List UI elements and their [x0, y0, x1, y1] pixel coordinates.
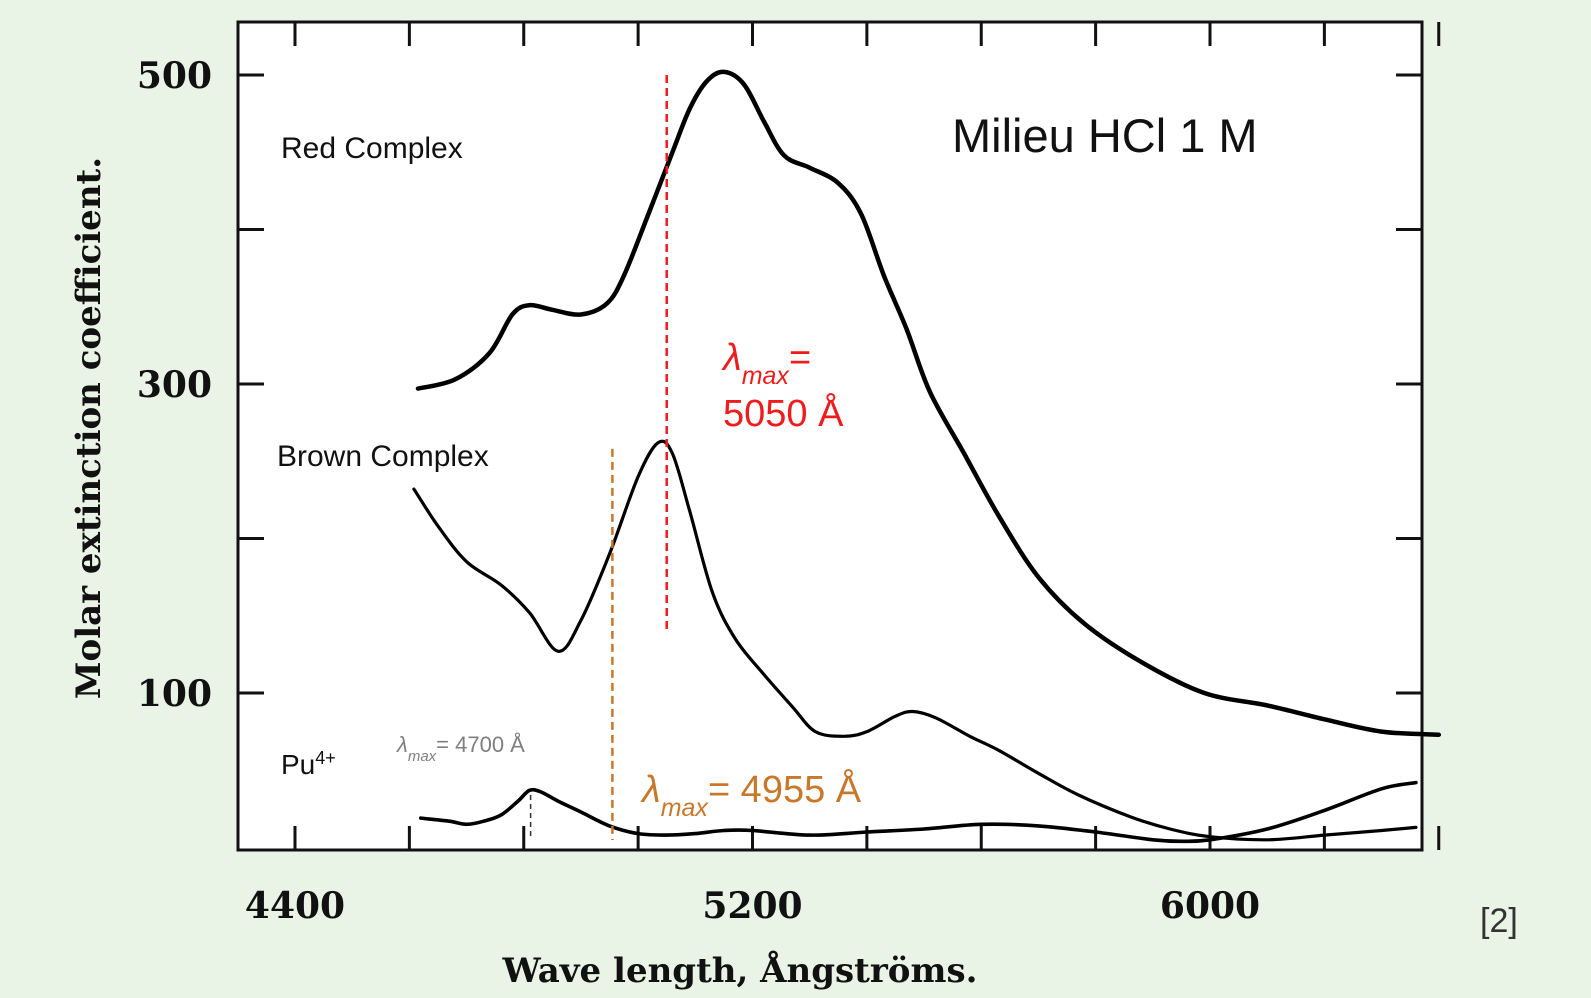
series-label-pu4: Pu4+ [281, 748, 336, 780]
y-tick-label: 100 [137, 673, 212, 715]
lambda-max-markers [529, 75, 668, 840]
spectrum-curves [412, 69, 1442, 844]
series-label-red-complex: Red Complex [281, 132, 463, 165]
medium-label: Milieu HCl 1 M [952, 109, 1258, 162]
y-axis-label: Molar extinction coefficient. [69, 157, 109, 699]
lambda-eq: = [789, 337, 811, 379]
lambda-max-red-value: 5050 Å [723, 391, 844, 435]
axis-tick-labels: 4400 5200 6000 100 300 500 [137, 55, 1260, 927]
series-label-brown-complex: Brown Complex [277, 440, 489, 473]
curve-pu4 [419, 780, 1418, 844]
y-tick-label: 300 [137, 364, 212, 406]
x-axis-label: Wave length, Ångströms. [502, 950, 978, 991]
lambda-symbol: λ [396, 732, 408, 757]
lambda-symbol: λ [640, 769, 661, 811]
lambda-eq: = 4700 Å [436, 732, 525, 757]
lambda-sub: max [408, 748, 437, 765]
lambda-symbol: λ [721, 337, 742, 379]
x-tick-label: 5200 [702, 885, 802, 927]
pu-superscript: 4+ [315, 748, 336, 768]
curve-brown-complex [412, 439, 1418, 842]
x-tick-label: 6000 [1160, 885, 1260, 927]
lambda-max-red-label: λmax= [721, 337, 811, 390]
lambda-sub: max [661, 794, 710, 822]
lambda-sub: max [742, 362, 791, 390]
x-tick-label: 4400 [245, 885, 345, 927]
lambda-max-brown-label: λmax= 4955 Å [640, 767, 862, 822]
lambda-max-pu-label: λmax= 4700 Å [396, 732, 525, 765]
pu-base-text: Pu [281, 749, 315, 780]
plot-frame [236, 20, 1424, 852]
axis-ticks [238, 22, 1441, 850]
reference-label: [2] [1480, 902, 1518, 940]
y-tick-label: 500 [137, 55, 212, 97]
lambda-eq: = 4955 Å [708, 767, 862, 811]
curve-red-complex [415, 69, 1442, 737]
